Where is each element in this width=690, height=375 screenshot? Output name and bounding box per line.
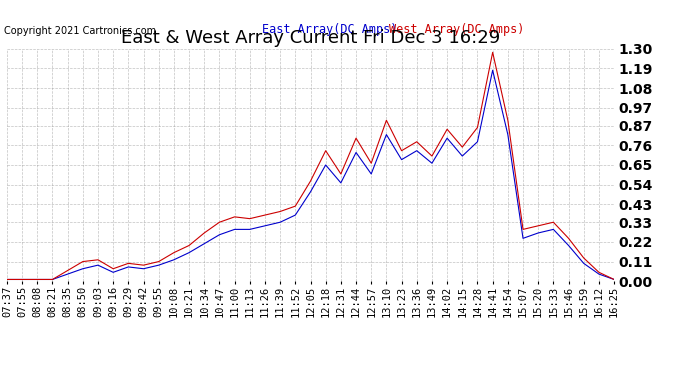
Title: East & West Array Current Fri Dec 3 16:29: East & West Array Current Fri Dec 3 16:2… [121,29,500,47]
Text: East Array(DC Amps): East Array(DC Amps) [262,23,397,36]
Text: Copyright 2021 Cartronics.com: Copyright 2021 Cartronics.com [4,26,156,36]
Text: West Array(DC Amps): West Array(DC Amps) [389,23,525,36]
